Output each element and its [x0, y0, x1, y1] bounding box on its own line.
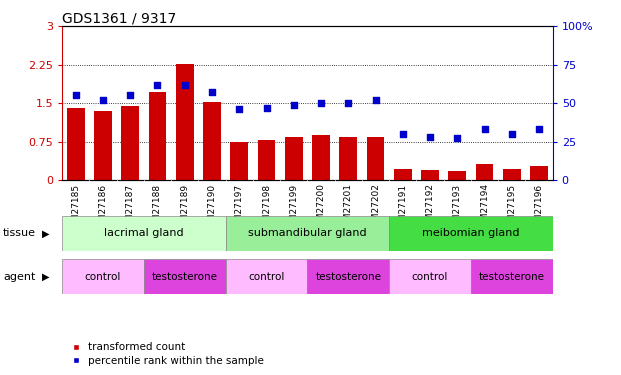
Text: GDS1361 / 9317: GDS1361 / 9317 — [62, 11, 176, 25]
Text: GSM27187: GSM27187 — [125, 183, 135, 232]
Text: testosterone: testosterone — [315, 272, 381, 282]
Text: meibomian gland: meibomian gland — [422, 228, 520, 238]
Point — [343, 100, 353, 106]
Point — [180, 82, 190, 88]
Bar — [94, 111, 112, 180]
Bar — [389, 216, 553, 251]
Text: GSM27189: GSM27189 — [180, 183, 189, 232]
Bar — [503, 169, 520, 180]
Text: testosterone: testosterone — [152, 272, 218, 282]
Bar — [203, 102, 221, 180]
Point — [507, 131, 517, 137]
Text: GSM27201: GSM27201 — [344, 183, 353, 232]
Bar — [340, 138, 357, 180]
Bar — [62, 216, 225, 251]
Text: GSM27186: GSM27186 — [99, 183, 107, 232]
Bar — [471, 259, 553, 294]
Text: testosterone: testosterone — [479, 272, 545, 282]
Text: GSM27202: GSM27202 — [371, 183, 380, 232]
Point — [316, 100, 326, 106]
Bar — [258, 140, 275, 180]
Point — [153, 82, 163, 88]
Point — [479, 126, 489, 132]
Point — [98, 97, 108, 103]
Bar — [389, 259, 471, 294]
Bar — [312, 135, 330, 180]
Bar — [230, 142, 248, 180]
Point — [398, 131, 408, 137]
Text: tissue: tissue — [3, 228, 36, 238]
Text: ▶: ▶ — [42, 272, 50, 282]
Bar — [421, 170, 439, 180]
Bar — [148, 92, 166, 180]
Bar — [285, 138, 302, 180]
Point — [371, 97, 381, 103]
Point — [234, 106, 244, 112]
Text: control: control — [412, 272, 448, 282]
Point — [289, 102, 299, 108]
Point — [452, 135, 462, 141]
Point — [125, 93, 135, 99]
Text: GSM27188: GSM27188 — [153, 183, 162, 232]
Bar — [225, 216, 389, 251]
Bar — [394, 169, 412, 180]
Text: submandibular gland: submandibular gland — [248, 228, 367, 238]
Text: GSM27185: GSM27185 — [71, 183, 80, 232]
Text: GSM27197: GSM27197 — [235, 183, 244, 232]
Text: agent: agent — [3, 272, 35, 282]
Bar — [121, 106, 139, 180]
Bar — [144, 259, 225, 294]
Point — [207, 89, 217, 95]
Text: control: control — [85, 272, 121, 282]
Text: GSM27193: GSM27193 — [453, 183, 462, 232]
Point — [261, 105, 271, 111]
Text: GSM27196: GSM27196 — [535, 183, 543, 232]
Bar — [366, 138, 384, 180]
Text: ▶: ▶ — [42, 228, 50, 238]
Text: GSM27194: GSM27194 — [480, 183, 489, 232]
Text: GSM27195: GSM27195 — [507, 183, 516, 232]
Text: control: control — [248, 272, 284, 282]
Point — [425, 134, 435, 140]
Bar — [530, 166, 548, 180]
Bar — [476, 164, 494, 180]
Bar — [176, 64, 194, 180]
Text: GSM27191: GSM27191 — [398, 183, 407, 232]
Text: GSM27190: GSM27190 — [207, 183, 217, 232]
Bar — [225, 259, 307, 294]
Bar — [67, 108, 84, 180]
Legend: transformed count, percentile rank within the sample: transformed count, percentile rank withi… — [67, 338, 268, 370]
Text: GSM27198: GSM27198 — [262, 183, 271, 232]
Point — [71, 93, 81, 99]
Text: GSM27200: GSM27200 — [317, 183, 325, 232]
Point — [534, 126, 544, 132]
Bar — [307, 259, 389, 294]
Text: GSM27192: GSM27192 — [425, 183, 435, 232]
Text: lacrimal gland: lacrimal gland — [104, 228, 184, 238]
Bar — [62, 259, 144, 294]
Bar — [448, 171, 466, 180]
Text: GSM27199: GSM27199 — [289, 183, 298, 232]
